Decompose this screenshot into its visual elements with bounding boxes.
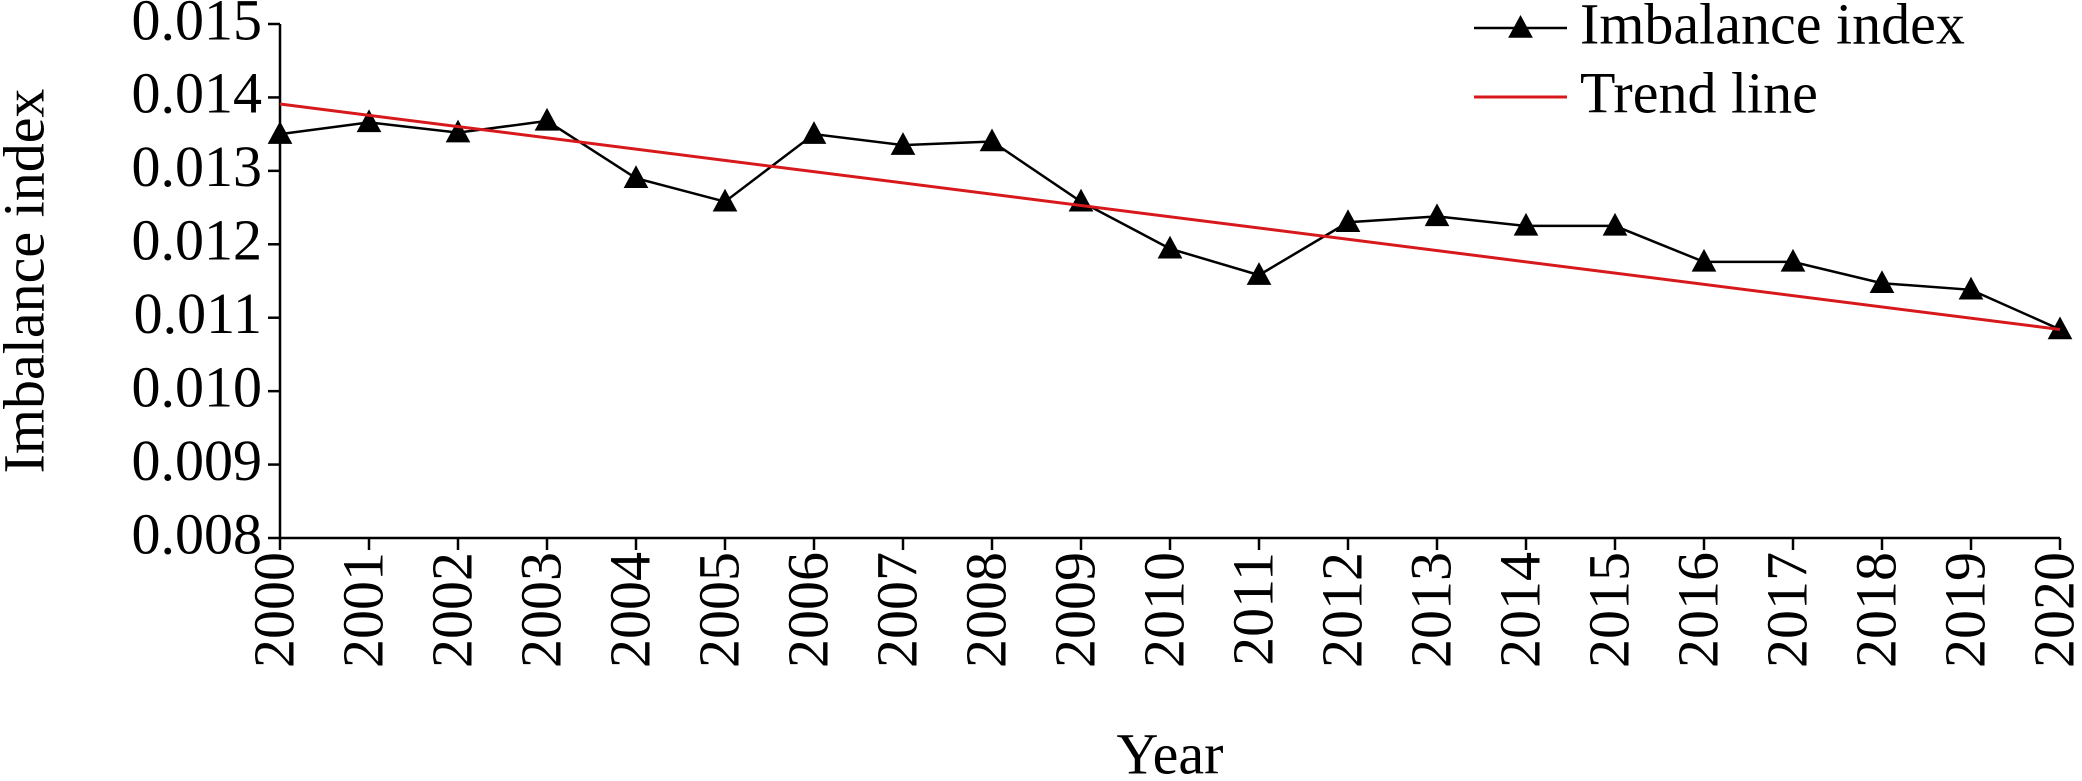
y-tick-label: 0.010 (132, 354, 263, 419)
x-tick-label: 2005 (686, 552, 751, 668)
x-tick-label: 2008 (953, 552, 1018, 668)
marker (1691, 248, 1717, 272)
y-tick-label: 0.008 (132, 501, 263, 566)
x-tick-label: 2003 (508, 552, 573, 668)
legend-marker (1508, 15, 1533, 38)
marker (801, 121, 827, 144)
x-tick-label: 2020 (2021, 552, 2082, 668)
marker (1246, 262, 1272, 285)
legend-label: Trend line (1580, 60, 1818, 125)
x-tick-label: 2013 (1398, 552, 1463, 668)
series-line (279, 119, 2061, 331)
y-tick-label: 0.015 (132, 0, 263, 52)
x-tick-label: 2002 (419, 552, 484, 668)
x-tick-label: 2012 (1309, 552, 1374, 668)
marker (1602, 212, 1628, 236)
marker (534, 107, 560, 131)
x-tick-label: 2017 (1754, 552, 1819, 668)
x-tick-label: 2015 (1576, 552, 1641, 668)
x-tick-label: 2000 (241, 552, 306, 668)
x-tick-label: 2011 (1220, 552, 1285, 666)
x-tick-label: 2019 (1932, 552, 1997, 668)
marker (1424, 203, 1450, 227)
y-tick-label: 0.012 (132, 208, 263, 273)
series-line (279, 102, 2061, 331)
marker (623, 165, 649, 188)
legend-label: Imbalance index (1580, 0, 1965, 56)
marker (979, 128, 1005, 152)
marker (356, 109, 382, 133)
x-tick-label: 2001 (330, 552, 395, 668)
marker (1335, 209, 1361, 233)
x-tick-label: 2006 (775, 552, 840, 668)
y-axis-title: Imbalance index (0, 89, 56, 474)
marker (1513, 212, 1539, 236)
x-tick-label: 2018 (1843, 552, 1908, 668)
marker (1869, 270, 1895, 293)
y-tick-label: 0.011 (134, 281, 262, 346)
x-tick-label: 2004 (597, 552, 662, 668)
marker (2047, 316, 2073, 340)
marker (712, 188, 738, 212)
marker (890, 132, 916, 155)
x-tick-label: 2009 (1042, 552, 1107, 668)
marker (1780, 248, 1806, 272)
marker (445, 119, 471, 143)
x-tick-label: 2016 (1665, 552, 1730, 668)
marker (1157, 235, 1183, 259)
x-tick-label: 2007 (864, 552, 929, 668)
y-tick-label: 0.009 (132, 428, 263, 493)
y-tick-label: 0.013 (132, 134, 263, 199)
marker (267, 121, 293, 144)
marker (1958, 276, 1984, 300)
x-tick-label: 2014 (1487, 552, 1552, 668)
y-tick-label: 0.014 (132, 61, 263, 126)
x-axis-title: Year (1117, 721, 1224, 781)
x-tick-label: 2010 (1131, 552, 1196, 668)
